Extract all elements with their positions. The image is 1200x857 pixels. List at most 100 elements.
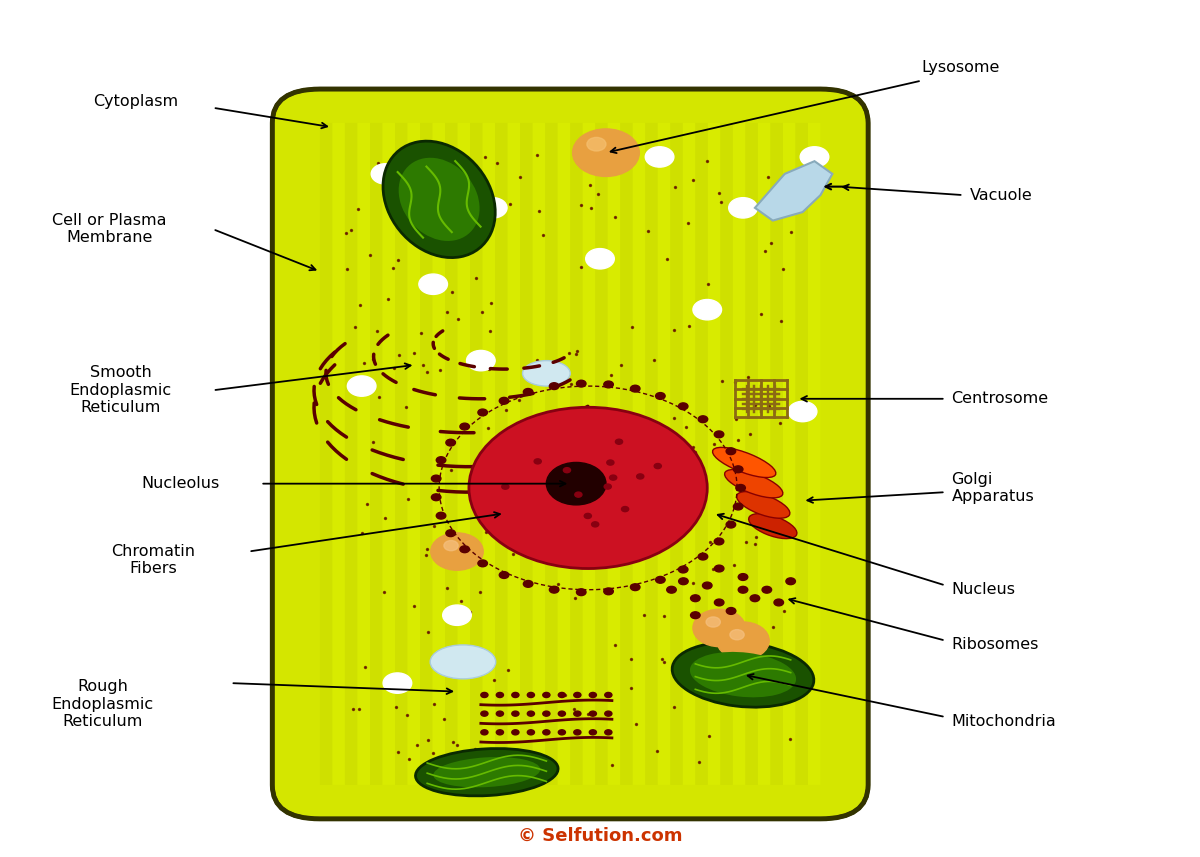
Circle shape — [678, 403, 688, 410]
Circle shape — [502, 484, 509, 489]
Point — [760, 399, 779, 412]
Circle shape — [589, 692, 596, 698]
Point — [457, 162, 476, 176]
Circle shape — [655, 577, 665, 584]
Point — [528, 353, 547, 367]
Circle shape — [481, 692, 488, 698]
Circle shape — [736, 484, 745, 491]
Circle shape — [431, 475, 440, 482]
Point — [497, 403, 516, 417]
Point — [709, 187, 728, 201]
Circle shape — [589, 711, 596, 716]
Point — [666, 180, 685, 194]
Point — [564, 702, 583, 716]
Circle shape — [610, 475, 617, 480]
Text: Chromatin
Fibers: Chromatin Fibers — [112, 544, 196, 576]
Point — [342, 223, 361, 237]
Circle shape — [446, 530, 456, 536]
Circle shape — [481, 730, 488, 734]
Circle shape — [714, 431, 724, 438]
Circle shape — [575, 492, 582, 497]
FancyBboxPatch shape — [508, 123, 520, 785]
Point — [623, 320, 642, 333]
FancyBboxPatch shape — [620, 123, 632, 785]
FancyBboxPatch shape — [770, 123, 782, 785]
Circle shape — [646, 147, 674, 167]
Circle shape — [605, 692, 612, 698]
Circle shape — [558, 711, 565, 716]
FancyBboxPatch shape — [420, 123, 432, 785]
Circle shape — [446, 440, 456, 446]
Point — [534, 228, 553, 242]
Point — [739, 452, 758, 465]
FancyBboxPatch shape — [570, 123, 583, 785]
Point — [389, 253, 408, 267]
Point — [572, 198, 592, 212]
Point — [745, 537, 764, 551]
Point — [478, 422, 497, 435]
Point — [746, 530, 766, 544]
Circle shape — [622, 506, 629, 512]
Ellipse shape — [398, 158, 480, 241]
Point — [701, 612, 720, 626]
Ellipse shape — [725, 470, 782, 498]
Point — [509, 393, 528, 407]
Point — [425, 698, 444, 711]
FancyBboxPatch shape — [383, 123, 395, 785]
Point — [348, 202, 367, 216]
Point — [431, 363, 450, 377]
Point — [679, 217, 698, 231]
Point — [571, 260, 590, 273]
Circle shape — [550, 383, 559, 390]
Point — [740, 428, 760, 441]
Circle shape — [604, 588, 613, 595]
FancyBboxPatch shape — [470, 123, 482, 785]
Point — [700, 535, 719, 548]
Point — [353, 526, 372, 540]
Point — [476, 525, 496, 539]
Point — [773, 262, 792, 276]
Circle shape — [586, 249, 614, 269]
Point — [370, 390, 389, 404]
FancyBboxPatch shape — [595, 123, 607, 785]
Point — [658, 252, 677, 266]
Circle shape — [706, 617, 720, 627]
Circle shape — [478, 409, 487, 416]
Point — [374, 584, 394, 598]
Circle shape — [604, 381, 613, 388]
FancyBboxPatch shape — [583, 123, 595, 785]
Point — [610, 417, 629, 430]
Circle shape — [800, 147, 829, 167]
Point — [462, 752, 481, 765]
Point — [467, 660, 486, 674]
Circle shape — [437, 457, 446, 464]
Point — [580, 178, 599, 192]
Circle shape — [437, 512, 446, 519]
Point — [565, 591, 584, 605]
Point — [500, 452, 520, 466]
Text: Nucleolus: Nucleolus — [142, 476, 220, 491]
Point — [617, 140, 636, 153]
FancyBboxPatch shape — [632, 123, 646, 785]
Ellipse shape — [672, 642, 814, 707]
Point — [470, 585, 490, 599]
Point — [442, 464, 461, 477]
Point — [700, 728, 719, 742]
Point — [684, 576, 703, 590]
Point — [764, 620, 784, 634]
Point — [350, 297, 370, 311]
Circle shape — [726, 521, 736, 528]
Point — [424, 519, 443, 533]
Point — [703, 562, 722, 576]
FancyBboxPatch shape — [720, 123, 733, 785]
Point — [416, 548, 436, 562]
Point — [647, 745, 666, 758]
Circle shape — [607, 460, 614, 465]
Circle shape — [576, 589, 586, 596]
Point — [481, 296, 500, 309]
Point — [404, 346, 424, 360]
Point — [444, 735, 463, 749]
Point — [685, 446, 704, 459]
Circle shape — [690, 612, 700, 619]
Point — [641, 445, 660, 458]
